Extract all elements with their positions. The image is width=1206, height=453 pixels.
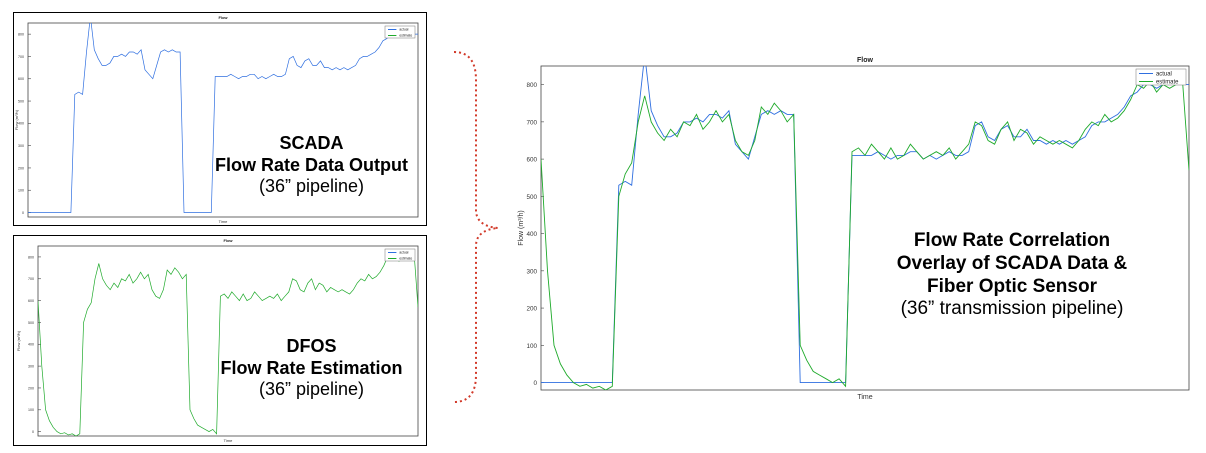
y-tick-label: 100 (526, 343, 537, 350)
scada-caption-line-2: Flow Rate Data Output (215, 154, 408, 175)
y-tick-label: 200 (28, 386, 34, 390)
y-tick-label: 0 (32, 430, 34, 434)
scada-caption-line-1: SCADA (279, 133, 344, 153)
dotted-bracket-connector (453, 51, 499, 403)
dfos-caption: DFOS Flow Rate Estimation (36” pipeline) (194, 336, 429, 401)
y-tick-label: 400 (526, 231, 537, 238)
series-line-estimate (38, 254, 418, 436)
y-tick-label: 200 (18, 166, 24, 170)
plot-area (37, 245, 419, 437)
legend-label-actual: actual (1156, 72, 1172, 78)
legend-label-actual: actual (399, 251, 408, 255)
overlay-caption: Flow Rate Correlation Overlay of SCADA D… (867, 230, 1157, 321)
legend: actual estimate (384, 248, 416, 262)
y-tick-label: 800 (28, 255, 34, 259)
y-tick-label: 300 (18, 144, 24, 148)
legend-label-actual: actual (399, 28, 408, 32)
y-tick-label: 500 (526, 194, 537, 201)
overlay-chart-panel: Flow 0 100 200 300 400 500 600 700 800 Time Flow (m… (512, 50, 1202, 400)
legend-label-estimate: estimate (399, 257, 412, 261)
y-axis-label: Flow (m³/h) (14, 109, 19, 130)
y-tick-label: 400 (18, 122, 24, 126)
legend-label-estimate: estimate (399, 34, 412, 38)
y-tick-label: 600 (28, 299, 34, 303)
y-tick-label: 100 (28, 408, 34, 412)
y-axis-label: Flow (m³/h) (518, 210, 525, 245)
series-line-actual (28, 23, 418, 213)
x-axis-label: Time (224, 438, 234, 443)
y-tick-label: 700 (526, 119, 537, 126)
series-line-estimate (541, 80, 1189, 390)
chart-title: Flow (218, 15, 228, 20)
overlay-caption-line-1: Flow Rate Correlation (913, 230, 1111, 251)
y-tick-label: 200 (526, 306, 537, 313)
scada-chart: Flow 0 100 200 300 400 500 600 700 800 Time Flow (m… (14, 15, 419, 224)
y-tick-label: 0 (533, 380, 537, 387)
y-tick-label: 800 (526, 82, 537, 89)
y-tick-label: 400 (28, 343, 34, 347)
dfos-chart: Flow 0 100 200 300 400 500 600 700 800 Time Flow (m… (16, 238, 419, 443)
y-tick-label: 0 (22, 211, 24, 215)
legend: actual estimate (384, 25, 416, 39)
y-tick-label: 600 (18, 77, 24, 81)
y-tick-label: 500 (28, 321, 34, 325)
plot-area (540, 65, 1190, 391)
x-axis-label: Time (219, 219, 229, 224)
y-tick-label: 600 (526, 157, 537, 164)
y-tick-label: 300 (526, 268, 537, 275)
y-tick-label: 700 (28, 277, 34, 281)
dfos-caption-line-2: Flow Rate Estimation (220, 357, 403, 378)
overlay-caption-line-4: (36” transmission pipeline) (900, 298, 1124, 320)
chart-title: Flow (857, 57, 873, 64)
scada-caption: SCADA Flow Rate Data Output (36” pipelin… (194, 133, 429, 198)
y-tick-label: 100 (18, 189, 24, 193)
legend: actual estimate (1135, 68, 1187, 86)
legend-label-estimate: estimate (1156, 80, 1179, 86)
scada-chart-panel: Flow 0 100 200 300 400 500 600 700 800 Time Flow (m… (13, 12, 427, 226)
overlay-chart: Flow 0 100 200 300 400 500 600 700 800 Time Flow (m… (518, 57, 1190, 400)
y-tick-label: 300 (28, 365, 34, 369)
scada-caption-line-3: (36” pipeline) (258, 176, 365, 197)
overlay-caption-line-3: Fiber Optic Sensor (927, 275, 1097, 297)
plot-area (27, 22, 419, 218)
y-axis-label: Flow (m³/h) (16, 330, 21, 351)
x-axis-label: Time (857, 394, 872, 400)
dfos-caption-line-3: (36” pipeline) (258, 379, 365, 400)
dfos-chart-panel: Flow 0 100 200 300 400 500 600 700 800 Time Flow (m… (13, 235, 427, 446)
y-tick-label: 800 (18, 33, 24, 37)
overlay-caption-line-2: Overlay of SCADA Data & (896, 252, 1128, 274)
y-tick-label: 700 (18, 55, 24, 59)
dfos-caption-line-1: DFOS (286, 336, 337, 356)
chart-title: Flow (223, 238, 233, 243)
y-tick-label: 500 (18, 99, 24, 103)
